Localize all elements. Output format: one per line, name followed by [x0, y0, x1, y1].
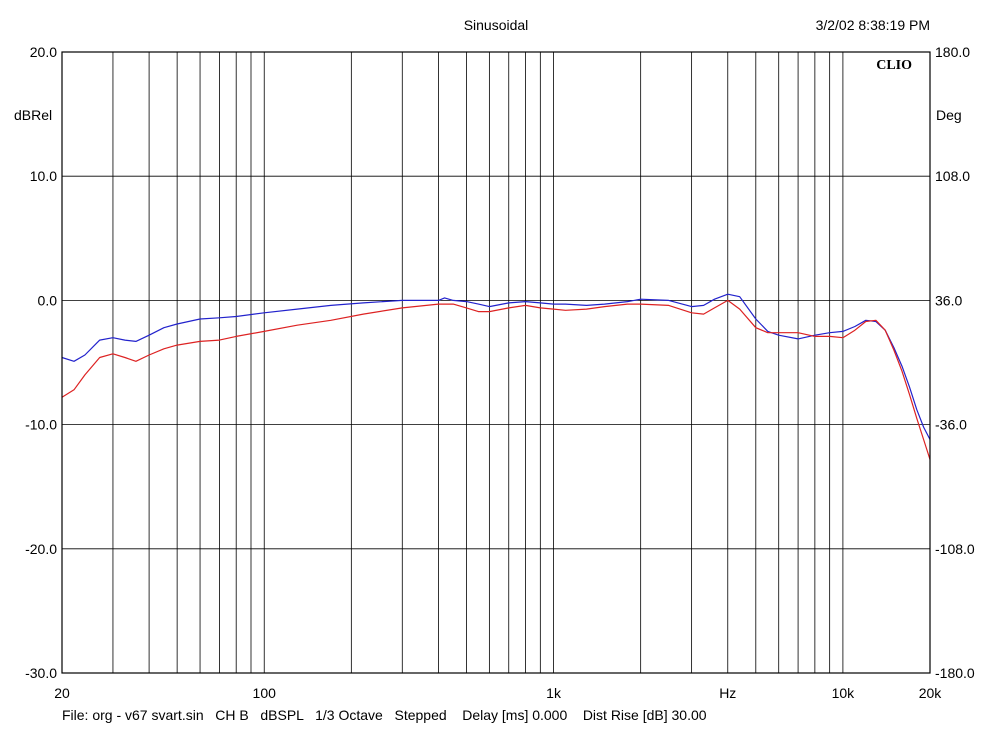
chart-title: Sinusoidal [464, 17, 529, 33]
y2-tick-label: 36.0 [935, 292, 962, 308]
y-tick-label: -30.0 [25, 665, 57, 681]
grid-lines [62, 52, 930, 673]
x-tick-label: 1k [546, 685, 562, 701]
y-tick-label: 0.0 [38, 292, 58, 308]
clio-logo: CLIO [876, 58, 912, 73]
y2-tick-label: -180.0 [935, 665, 975, 681]
y-tick-label: -10.0 [25, 417, 57, 433]
y-axis-label: dBRel [14, 107, 52, 123]
y2-tick-label: -108.0 [935, 541, 975, 557]
plot-area [61, 293, 931, 460]
y2-tick-label: 180.0 [935, 44, 970, 60]
y2-axis-label: Deg [936, 107, 962, 123]
y2-tick-label: -36.0 [935, 417, 967, 433]
x-tick-label: 100 [253, 685, 277, 701]
y-tick-label: 10.0 [30, 168, 57, 184]
axis-tick-labels: 20.0 10.0 0.0 -10.0 -20.0 -30.0 180.0 108.0 36.0… [25, 44, 975, 701]
series-line-1 [61, 293, 931, 440]
timestamp: 3/2/02 8:38:19 PM [816, 17, 930, 33]
x-tick-label: 10k [832, 685, 856, 701]
series-line-2 [61, 299, 931, 460]
x-axis-label: Hz [719, 685, 736, 701]
y2-tick-label: 108.0 [935, 168, 970, 184]
y-tick-label: 20.0 [30, 44, 57, 60]
x-tick-label: 20k [919, 685, 943, 701]
plot-frame [61, 51, 931, 674]
file-info-footer: File: org - v67 svart.sin CH B dBSPL 1/3… [62, 707, 707, 723]
x-tick-label: 20 [54, 685, 70, 701]
y-tick-label: -20.0 [25, 541, 57, 557]
